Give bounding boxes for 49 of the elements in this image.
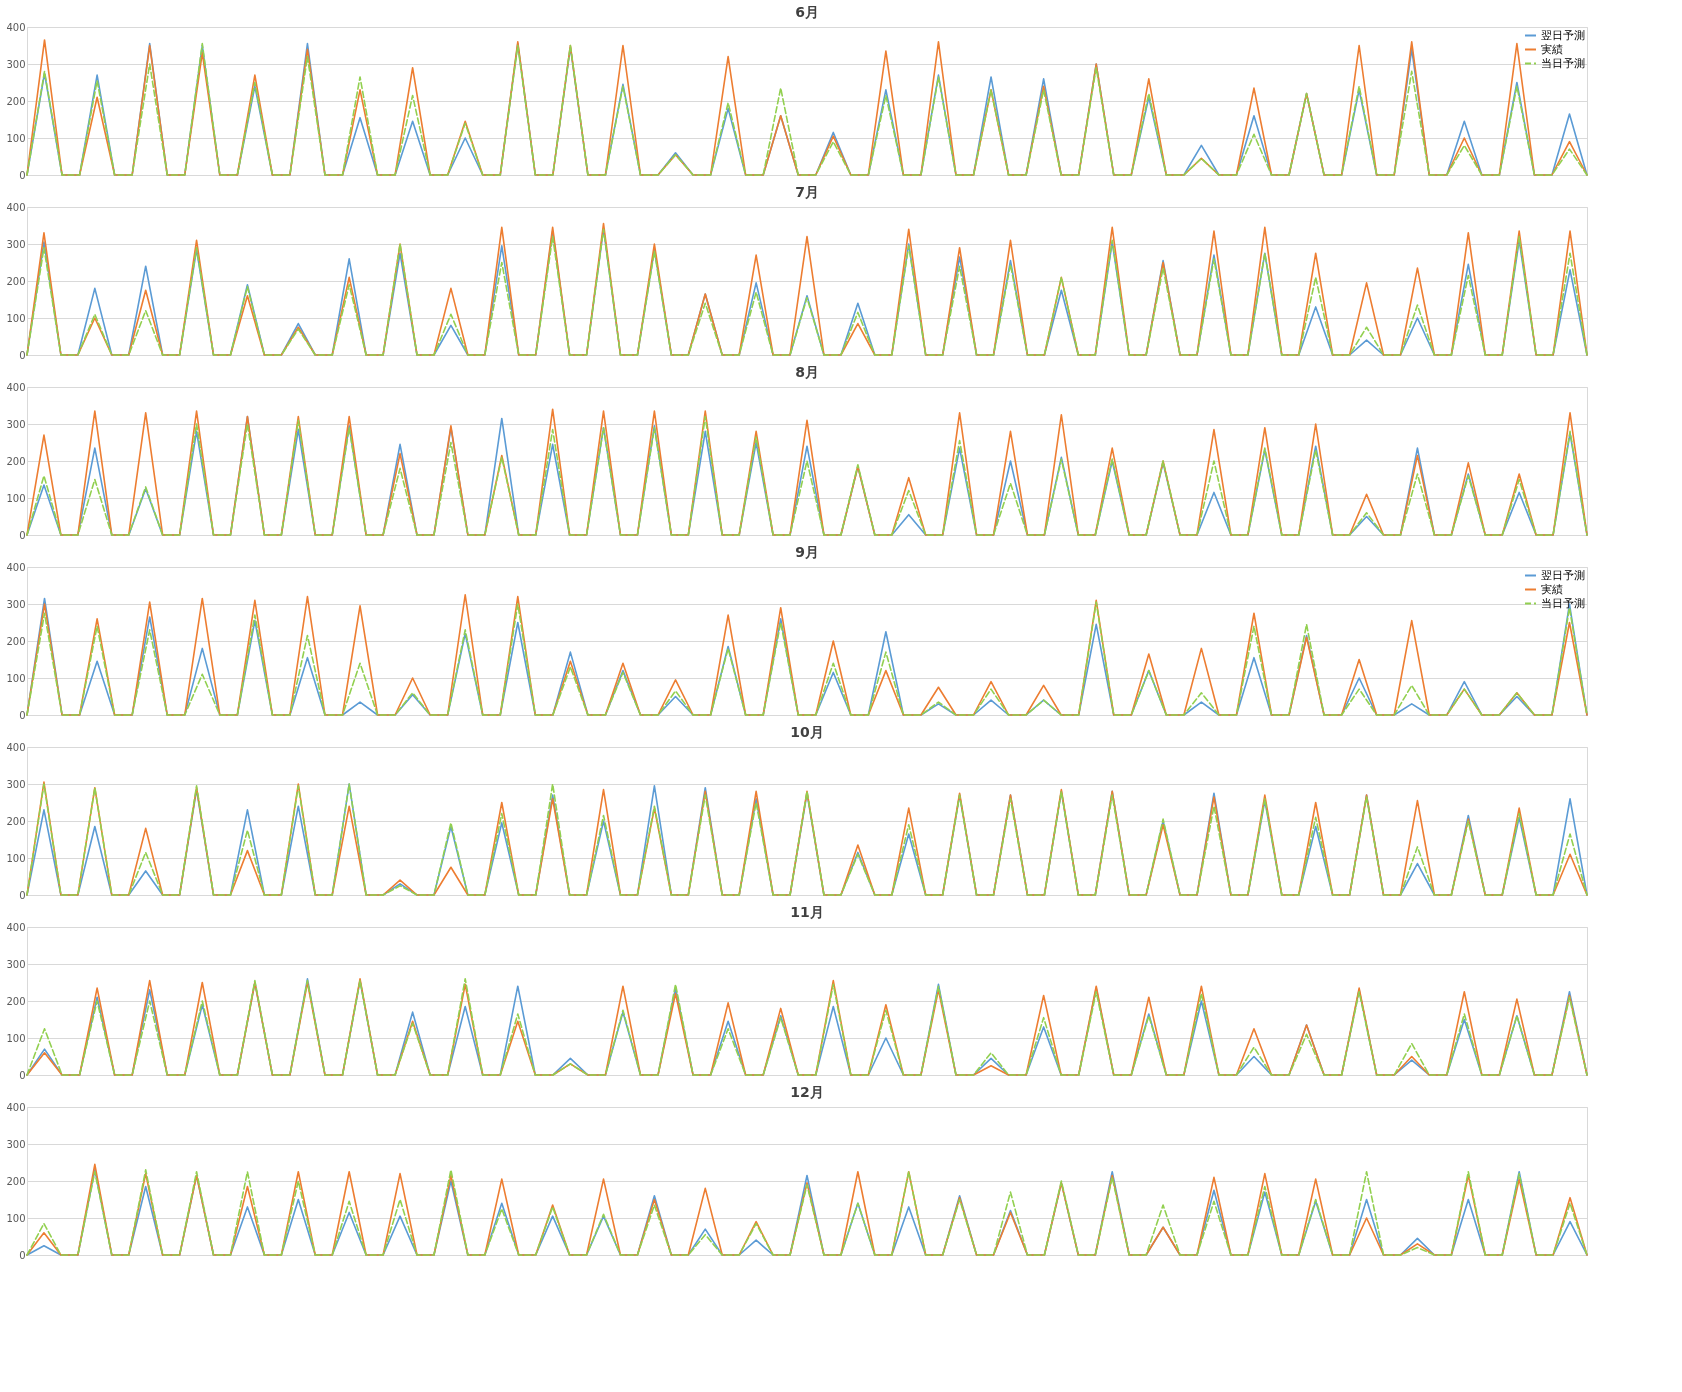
y-tick-label: 400: [6, 561, 26, 573]
y-tick-label: 300: [6, 598, 26, 610]
y-tick-label: 100: [6, 1212, 26, 1224]
y-tick-label: 200: [6, 275, 26, 287]
y-tick-label: 100: [6, 132, 26, 144]
y-tick-label: 300: [6, 958, 26, 970]
y-tick-label: 0: [19, 709, 26, 721]
y-tick-label: 400: [6, 21, 26, 33]
y-tick-label: 0: [19, 1249, 26, 1261]
y-tick-label: 400: [6, 381, 26, 393]
y-tick-label: 200: [6, 455, 26, 467]
y-tick-label: 300: [6, 778, 26, 790]
legend-label: 翌日予測: [1541, 28, 1585, 42]
y-tick-label: 200: [6, 995, 26, 1007]
y-tick-label: 300: [6, 58, 26, 70]
y-tick-label: 100: [6, 312, 26, 324]
y-tick-label: 400: [6, 1101, 26, 1113]
chart-title: 6月: [795, 4, 819, 20]
y-tick-label: 0: [19, 349, 26, 361]
legend-label: 実績: [1541, 582, 1563, 596]
chart-title: 9月: [795, 544, 819, 560]
y-tick-label: 400: [6, 741, 26, 753]
y-tick-label: 100: [6, 672, 26, 684]
y-tick-label: 200: [6, 815, 26, 827]
y-tick-label: 0: [19, 169, 26, 181]
chart-title: 12月: [790, 1084, 824, 1100]
legend-label: 当日予測: [1541, 596, 1585, 610]
legend-label: 実績: [1541, 42, 1563, 56]
y-tick-label: 300: [6, 238, 26, 250]
y-tick-label: 200: [6, 95, 26, 107]
y-tick-label: 100: [6, 1032, 26, 1044]
legend-label: 当日予測: [1541, 56, 1585, 70]
y-tick-label: 0: [19, 529, 26, 541]
y-tick-label: 0: [19, 1069, 26, 1081]
legend-label: 翌日予測: [1541, 568, 1585, 582]
y-tick-label: 200: [6, 635, 26, 647]
y-tick-label: 300: [6, 1138, 26, 1150]
y-tick-label: 100: [6, 492, 26, 504]
y-tick-label: 400: [6, 201, 26, 213]
chart-title: 7月: [795, 184, 819, 200]
chart-title: 10月: [790, 724, 824, 740]
y-tick-label: 200: [6, 1175, 26, 1187]
y-tick-label: 0: [19, 889, 26, 901]
y-tick-label: 100: [6, 852, 26, 864]
y-tick-label: 300: [6, 418, 26, 430]
y-tick-label: 400: [6, 921, 26, 933]
chart-title: 8月: [795, 364, 819, 380]
chart-title: 11月: [790, 904, 824, 920]
line-series: [26, 978, 1588, 1076]
